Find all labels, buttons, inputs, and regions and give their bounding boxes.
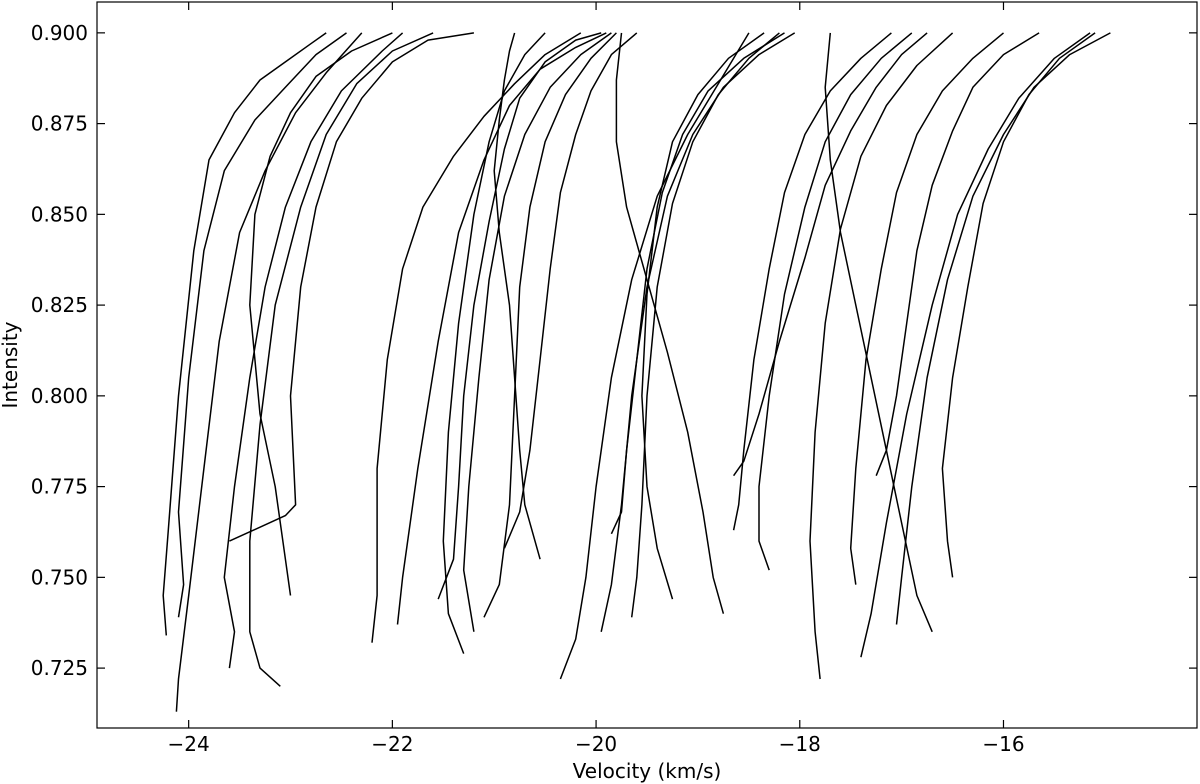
y-tick-label: 0.800 <box>31 384 88 408</box>
y-tick-label: 0.850 <box>31 202 88 226</box>
series-layer <box>162 32 1111 712</box>
y-tick-label: 0.900 <box>31 21 88 45</box>
series-line-20 <box>615 32 725 614</box>
series-line-21 <box>610 32 785 535</box>
series-line-23 <box>758 32 913 571</box>
series-line-22 <box>732 32 892 531</box>
series-line-1 <box>162 32 327 636</box>
plot-frame <box>96 1 1198 729</box>
series-line-24 <box>732 32 928 477</box>
x-axis-ticks: −24 −22 −20 −18 −16 <box>168 2 1025 756</box>
series-line-5 <box>249 32 434 687</box>
series-line-8 <box>371 32 582 643</box>
y-tick-label: 0.875 <box>31 112 88 136</box>
series-line-26 <box>849 32 1004 585</box>
x-tick-label: −18 <box>779 732 821 756</box>
series-line-9 <box>396 32 607 625</box>
x-tick-label: −20 <box>575 732 617 756</box>
x-axis-label: Velocity (km/s) <box>573 759 722 783</box>
y-tick-label: 0.750 <box>31 565 88 589</box>
series-line-25 <box>809 32 954 680</box>
series-line-28 <box>875 32 1040 476</box>
series-line-7 <box>249 32 393 596</box>
series-line-14 <box>483 32 617 618</box>
y-tick-label: 0.725 <box>31 656 88 680</box>
y-tick-label: 0.775 <box>31 475 88 499</box>
series-line-6 <box>229 32 475 542</box>
series-line-4 <box>223 32 404 669</box>
y-axis-ticks: 0.725 0.750 0.775 0.800 0.825 0.850 0.875 0.900 <box>31 21 1197 680</box>
series-line-31 <box>860 32 1091 658</box>
series-line-29 <box>941 32 1096 578</box>
series-line-11 <box>437 32 602 600</box>
x-tick-label: −24 <box>168 732 210 756</box>
series-line-19 <box>641 32 765 600</box>
x-tick-label: −16 <box>982 732 1024 756</box>
y-tick-label: 0.825 <box>31 293 88 317</box>
series-line-17 <box>600 32 796 632</box>
series-line-27 <box>824 32 933 633</box>
series-line-16 <box>559 32 750 680</box>
series-line-15 <box>503 32 638 549</box>
series-line-18 <box>630 32 780 618</box>
y-axis-label: Intensity <box>0 321 22 408</box>
series-line-13 <box>493 32 541 560</box>
series-line-30 <box>895 32 1111 625</box>
series-line-2 <box>177 32 347 618</box>
series-line-12 <box>462 32 612 632</box>
x-tick-label: −22 <box>371 732 413 756</box>
series-line-3 <box>175 32 363 712</box>
